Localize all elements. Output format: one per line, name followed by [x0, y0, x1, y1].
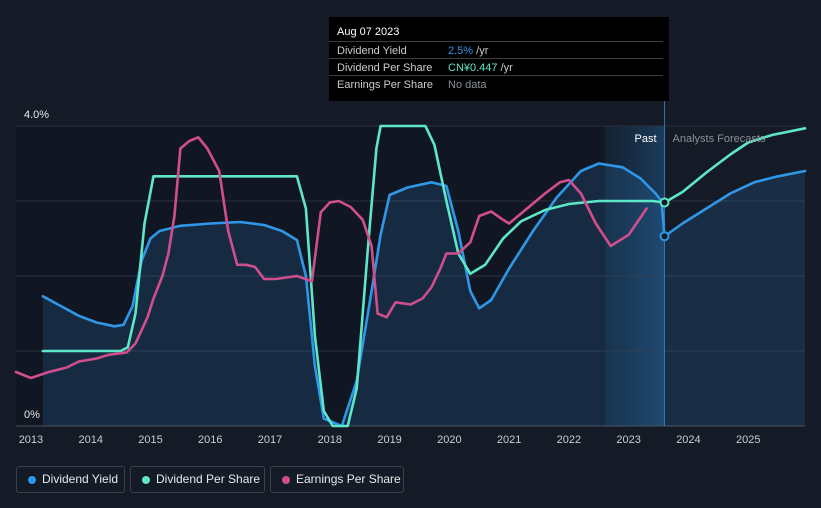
- dividend-per-share-forecast-line: [663, 127, 807, 204]
- tooltip-row-dividend-per-share: Dividend Per Share CN¥0.447 /yr: [329, 58, 663, 76]
- tooltip-label: Earnings Per Share: [337, 79, 433, 91]
- y-tick-label: 0%: [24, 409, 40, 421]
- x-tick-label: 2017: [258, 434, 282, 446]
- tooltip-row-earnings-per-share: Earnings Per Share No data: [329, 75, 663, 93]
- dividend-yield-area: [42, 163, 665, 426]
- dividend-yield-marker: [659, 231, 670, 242]
- dividend-per-share-line: [41, 124, 666, 428]
- past-label: Past: [635, 133, 657, 145]
- dividend-per-share-marker: [659, 197, 670, 208]
- tooltip-row-dividend-yield: Dividend Yield 2.5% /yr: [329, 41, 663, 59]
- dividend-yield-area: [664, 171, 805, 426]
- x-tick-label: 2014: [78, 434, 102, 446]
- tooltip-label: Dividend Per Share: [337, 62, 433, 74]
- legend-label: Earnings Per Share: [296, 472, 401, 486]
- legend-dividend-yield[interactable]: Dividend Yield: [16, 466, 125, 493]
- forecast-label: Analysts Forecasts: [673, 133, 766, 145]
- hover-tooltip: Aug 07 2023 Dividend Yield 2.5% /yr Divi…: [329, 17, 669, 101]
- y-tick-label: 4.0%: [24, 109, 49, 121]
- x-tick-label: 2025: [736, 434, 760, 446]
- legend-dot-icon: [142, 476, 150, 484]
- x-tick-label: 2016: [198, 434, 222, 446]
- x-tick-label: 2013: [19, 434, 43, 446]
- tooltip-value: 2.5% /yr: [448, 45, 489, 57]
- x-tick-label: 2018: [318, 434, 342, 446]
- x-tick-label: 2015: [138, 434, 162, 446]
- legend-dot-icon: [282, 476, 290, 484]
- earnings-per-share-line: [14, 136, 648, 380]
- legend-label: Dividend Per Share: [156, 472, 261, 486]
- x-tick-label: 2019: [377, 434, 401, 446]
- tooltip-value: No data: [448, 79, 487, 91]
- tooltip-date: Aug 07 2023: [337, 26, 400, 38]
- x-tick-label: 2020: [437, 434, 461, 446]
- x-tick-label: 2021: [497, 434, 521, 446]
- legend-dot-icon: [28, 476, 36, 484]
- legend-dividend-per-share[interactable]: Dividend Per Share: [130, 466, 265, 493]
- legend-earnings-per-share[interactable]: Earnings Per Share: [270, 466, 404, 493]
- x-tick-label: 2022: [557, 434, 581, 446]
- x-tick-label: 2024: [676, 434, 700, 446]
- dividend-yield-forecast-line: [663, 169, 807, 238]
- legend-label: Dividend Yield: [42, 472, 119, 486]
- tooltip-label: Dividend Yield: [337, 45, 407, 57]
- tooltip-value: CN¥0.447 /yr: [448, 62, 513, 74]
- x-tick-label: 2023: [616, 434, 640, 446]
